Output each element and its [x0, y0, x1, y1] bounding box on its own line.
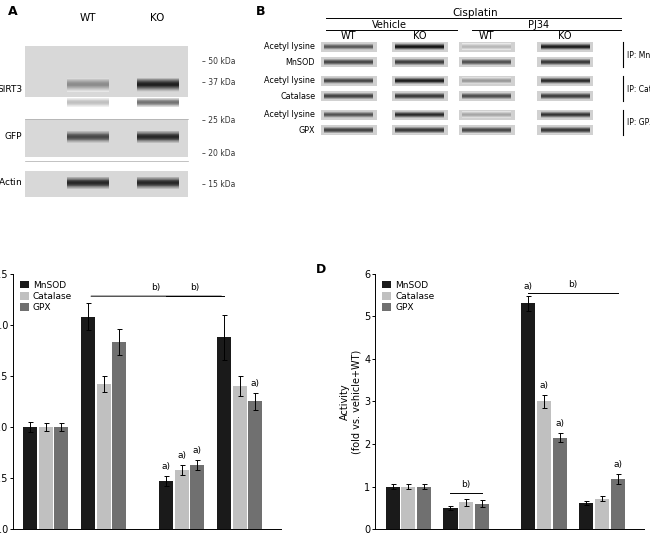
Bar [459, 91, 515, 101]
Text: – 37 kDa: – 37 kDa [202, 78, 235, 86]
Bar [233, 386, 247, 529]
Text: – 50 kDa: – 50 kDa [202, 57, 235, 66]
Legend: MnSOD, Catalase, GPX: MnSOD, Catalase, GPX [382, 281, 434, 312]
Bar [392, 76, 448, 86]
Text: WT: WT [479, 31, 495, 40]
Text: Catalase: Catalase [280, 92, 315, 100]
Bar [610, 479, 625, 529]
Bar [459, 76, 515, 86]
Bar [417, 487, 431, 529]
Bar [321, 42, 377, 52]
Text: WT: WT [79, 13, 96, 23]
Y-axis label: Activity
(fold vs. vehicle+WT): Activity (fold vs. vehicle+WT) [340, 349, 361, 454]
Bar [459, 57, 515, 67]
Bar [112, 342, 127, 529]
Bar [537, 91, 593, 101]
Text: Acetyl lysine: Acetyl lysine [265, 76, 315, 85]
Text: IP: Catalase: IP: Catalase [627, 85, 650, 94]
Bar [392, 57, 448, 67]
Text: IP: MnSOD: IP: MnSOD [627, 51, 650, 60]
Text: a): a) [251, 379, 260, 388]
Text: A: A [8, 5, 18, 18]
Bar [97, 384, 111, 529]
Bar [392, 42, 448, 52]
Bar [321, 91, 377, 101]
Bar [25, 172, 188, 197]
Bar [81, 316, 96, 529]
Text: GFP: GFP [5, 132, 22, 141]
Bar [321, 125, 377, 135]
Text: a): a) [613, 460, 622, 469]
Text: WT: WT [341, 31, 356, 40]
Text: KO: KO [558, 31, 572, 40]
Bar [537, 76, 593, 86]
Text: Vehicle: Vehicle [372, 19, 408, 30]
Legend: MnSOD, Catalase, GPX: MnSOD, Catalase, GPX [20, 281, 72, 312]
Bar [459, 42, 515, 52]
Bar [190, 465, 204, 529]
Bar [175, 470, 188, 529]
Bar [537, 125, 593, 135]
Bar [579, 503, 593, 529]
Bar [55, 427, 68, 529]
Text: b): b) [190, 283, 200, 292]
Text: $\beta$-Actin: $\beta$-Actin [0, 177, 22, 190]
Bar [459, 110, 515, 120]
Text: B: B [255, 5, 265, 18]
Bar [392, 110, 448, 120]
Text: a): a) [193, 446, 202, 455]
Bar [392, 125, 448, 135]
Bar [537, 401, 551, 529]
Text: – 25 kDa: – 25 kDa [202, 116, 235, 125]
Text: IP: GPX: IP: GPX [627, 118, 650, 127]
Text: a): a) [555, 419, 564, 428]
Bar [459, 125, 515, 135]
Bar [25, 119, 188, 158]
Bar [401, 487, 415, 529]
Bar [217, 337, 231, 529]
Bar [39, 427, 53, 529]
Bar [321, 57, 377, 67]
Bar [248, 401, 263, 529]
Text: b): b) [568, 280, 578, 288]
Text: SIRT3: SIRT3 [0, 85, 22, 94]
Bar [521, 303, 536, 529]
Text: – 20 kDa: – 20 kDa [202, 149, 235, 158]
Text: a): a) [540, 381, 549, 390]
Text: Cisplatin: Cisplatin [453, 8, 499, 18]
Text: MnSOD: MnSOD [286, 58, 315, 66]
Text: Acetyl lysine: Acetyl lysine [265, 110, 315, 119]
Bar [595, 498, 609, 529]
Text: GPX: GPX [299, 126, 315, 134]
Bar [392, 91, 448, 101]
Text: KO: KO [150, 13, 164, 23]
Text: a): a) [162, 462, 171, 471]
Bar [321, 110, 377, 120]
Bar [385, 487, 400, 529]
Bar [537, 110, 593, 120]
Bar [537, 42, 593, 52]
Bar [537, 57, 593, 67]
Bar [443, 508, 458, 529]
Bar [474, 504, 489, 529]
Text: b): b) [151, 283, 161, 292]
Text: b): b) [462, 480, 471, 489]
Bar [552, 437, 567, 529]
Text: PJ34: PJ34 [528, 19, 550, 30]
Text: a): a) [524, 282, 533, 291]
Bar [459, 502, 473, 529]
Bar [23, 427, 37, 529]
Text: KO: KO [413, 31, 426, 40]
Bar [25, 46, 188, 97]
Bar [321, 76, 377, 86]
Text: D: D [316, 264, 326, 276]
Text: Acetyl lysine: Acetyl lysine [265, 42, 315, 51]
Bar [159, 481, 173, 529]
Text: a): a) [177, 451, 187, 460]
Text: – 15 kDa: – 15 kDa [202, 180, 235, 189]
